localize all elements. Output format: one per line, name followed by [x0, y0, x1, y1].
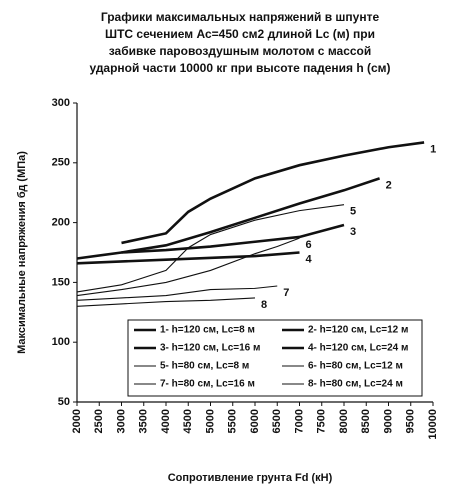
series-line	[76, 251, 300, 265]
legend-label: 5- h=80 см, Lc=8 м	[160, 361, 249, 372]
x-tick-label: 2000	[71, 409, 83, 433]
series-end-label: 3	[350, 226, 356, 238]
legend-label: 7- h=80 см, Lc=16 м	[160, 379, 255, 390]
x-tick-label: 7500	[316, 409, 328, 433]
x-tick-label: 10000	[427, 409, 439, 440]
chart-title: ударной части 10000 кг при высоте падени…	[89, 61, 390, 75]
series-line	[121, 141, 425, 245]
x-tick-label: 6500	[271, 409, 283, 433]
y-tick-label: 100	[52, 336, 70, 348]
series-line	[76, 223, 345, 260]
legend-label: 1- h=120 см, Lc=8 м	[160, 325, 255, 336]
chart-title: забивке паровоздушным молотом с массой	[109, 44, 372, 58]
y-tick-label: 300	[52, 97, 70, 109]
series-line	[76, 237, 300, 297]
x-tick-label: 8000	[338, 409, 350, 433]
y-tick-label: 50	[58, 396, 70, 408]
y-tick-label: 150	[52, 276, 70, 288]
series-end-label: 2	[386, 179, 392, 191]
legend-label: 8- h=80 см, Lc=24 м	[308, 379, 403, 390]
y-axis-label: Максимальные напряжения бд (МПа)	[16, 151, 28, 354]
series-end-label: 8	[261, 299, 267, 311]
series-end-label: 5	[350, 206, 356, 218]
x-tick-label: 2500	[93, 409, 105, 433]
x-tick-label: 4500	[182, 409, 194, 433]
x-tick-label: 3500	[138, 409, 150, 433]
series-line	[121, 177, 381, 254]
series-end-label: 4	[306, 253, 313, 265]
x-tick-label: 4000	[160, 409, 172, 433]
x-tick-label: 9000	[382, 409, 394, 433]
series-line	[76, 204, 345, 293]
x-tick-label: 3000	[115, 409, 127, 433]
series-line	[76, 285, 278, 301]
series-end-label: 7	[283, 287, 289, 299]
series-end-label: 6	[306, 239, 312, 251]
x-tick-label: 5000	[204, 409, 216, 433]
legend-label: 2- h=120 см, Lc=12 м	[308, 325, 408, 336]
x-tick-label: 7000	[293, 409, 305, 433]
chart-title: ШТС сечением Ас=450 см2 длиной Lc (м) пр…	[105, 27, 375, 41]
x-axis-label: Сопротивление грунта Fd (кН)	[168, 472, 333, 484]
legend-label: 3- h=120 см, Lc=16 м	[160, 343, 260, 354]
x-tick-label: 6000	[249, 409, 261, 433]
y-tick-label: 200	[52, 217, 70, 229]
legend-label: 4- h=120 см, Lc=24 м	[308, 343, 408, 354]
series-line	[76, 297, 256, 307]
x-tick-label: 5500	[227, 409, 239, 433]
legend-box	[127, 319, 423, 397]
chart-title: Графики максимальных напряжений в шпунте	[101, 10, 380, 24]
legend-label: 6- h=80 см, Lc=12 м	[308, 361, 403, 372]
series-end-label: 1	[430, 143, 436, 155]
x-tick-label: 8500	[360, 409, 372, 433]
y-tick-label: 250	[52, 157, 70, 169]
x-tick-label: 9500	[405, 409, 417, 433]
